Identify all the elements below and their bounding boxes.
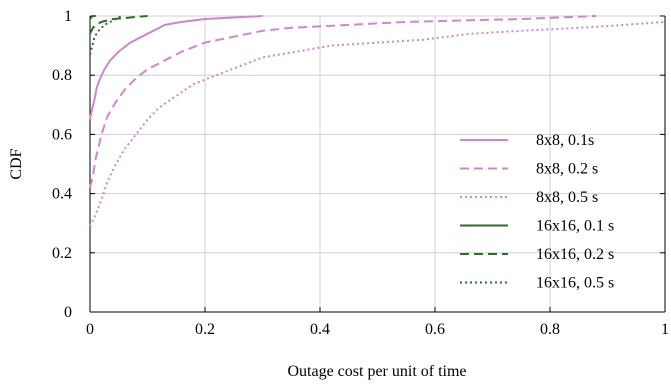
- y-axis-label: CDF: [8, 148, 25, 179]
- axes: 0 0.2 0.4 0.6 0.8 1 0 0.2 0.4 0.6 0.8 1: [52, 8, 669, 338]
- y-tick-label-1: 0.2: [52, 245, 72, 262]
- series-line-3: [89, 15, 96, 20]
- y-tick-label-2: 0.4: [52, 186, 72, 203]
- x-tick-label-3: 0.6: [425, 321, 445, 338]
- series-line-4: [89, 15, 148, 35]
- x-tick-label-0: 0: [86, 321, 94, 338]
- series-lines: [89, 15, 666, 227]
- y-tick-label-5: 1: [64, 8, 72, 25]
- series-line-0: [89, 15, 263, 120]
- legend: 8x8, 0.1s 8x8, 0.2 s 8x8, 0.5 s 16x16, 0.1 …: [460, 132, 614, 292]
- legend-label-2: 8x8, 0.5 s: [536, 189, 598, 206]
- x-tick-label-5: 1: [661, 321, 669, 338]
- legend-label-1: 8x8, 0.2 s: [536, 161, 598, 178]
- series-line-1: [89, 15, 597, 188]
- x-tick-label-4: 0.8: [540, 321, 560, 338]
- y-tick-label-0: 0: [64, 304, 72, 321]
- x-tick-label-1: 0.2: [195, 321, 215, 338]
- legend-label-4: 16x16, 0.2 s: [536, 246, 614, 263]
- legend-label-5: 16x16, 0.5 s: [536, 275, 614, 292]
- legend-label-0: 8x8, 0.1s: [536, 132, 594, 149]
- series-line-2: [89, 20, 666, 227]
- x-axis-label: Outage cost per unit of time: [287, 363, 466, 380]
- x-tick-label-2: 0.4: [310, 321, 330, 338]
- y-tick-label-3: 0.6: [52, 126, 72, 143]
- legend-label-3: 16x16, 0.1 s: [536, 218, 614, 235]
- series-line-5: [89, 15, 123, 55]
- y-tick-label-4: 0.8: [52, 67, 72, 84]
